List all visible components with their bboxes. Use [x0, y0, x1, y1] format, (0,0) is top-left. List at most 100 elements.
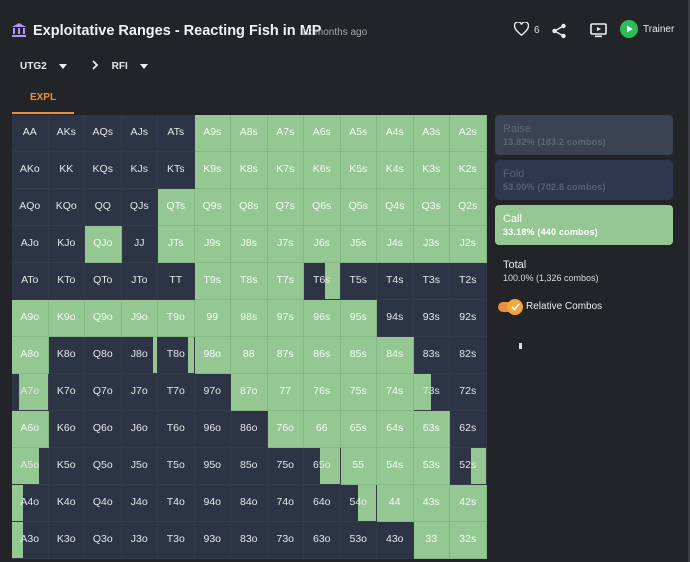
- hand-cell[interactable]: 87o: [231, 374, 268, 411]
- hand-cell[interactable]: A7o: [12, 374, 49, 411]
- hand-cell[interactable]: 65s: [340, 411, 377, 448]
- position-dropdown-first[interactable]: UTG2: [20, 61, 67, 72]
- hand-cell[interactable]: K6o: [48, 411, 85, 448]
- hand-cell[interactable]: J5o: [121, 448, 158, 485]
- hand-cell[interactable]: J9o: [121, 300, 158, 337]
- hand-cell[interactable]: 55: [340, 448, 377, 485]
- hand-cell[interactable]: 33: [413, 522, 450, 559]
- hand-cell[interactable]: 76o: [267, 411, 304, 448]
- hand-cell[interactable]: ATs: [158, 115, 195, 152]
- hand-cell[interactable]: AKo: [12, 152, 49, 189]
- hand-cell[interactable]: 65o: [304, 448, 341, 485]
- raise-action[interactable]: Raise 13.82% (183.2 combos): [495, 115, 673, 155]
- hand-cell[interactable]: T9s: [194, 263, 231, 300]
- hand-cell[interactable]: J4s: [377, 226, 414, 263]
- hand-cell[interactable]: QTo: [85, 263, 122, 300]
- relative-combos-toggle[interactable]: [498, 298, 523, 315]
- hand-cell[interactable]: Q9o: [85, 300, 122, 337]
- hand-cell[interactable]: 73s: [413, 374, 450, 411]
- hand-cell[interactable]: T8s: [231, 263, 268, 300]
- hand-cell[interactable]: 93s: [413, 300, 450, 337]
- hand-cell[interactable]: T5o: [158, 448, 195, 485]
- hand-cell[interactable]: 43s: [413, 485, 450, 522]
- hand-cell[interactable]: K8s: [231, 152, 268, 189]
- hand-cell[interactable]: QTs: [158, 189, 195, 226]
- hand-cell[interactable]: 72s: [450, 374, 487, 411]
- hand-cell[interactable]: 99: [194, 300, 231, 337]
- hand-cell[interactable]: QQ: [85, 189, 122, 226]
- share-button[interactable]: [551, 23, 567, 44]
- hand-cell[interactable]: Q9s: [194, 189, 231, 226]
- hand-cell[interactable]: K5o: [48, 448, 85, 485]
- hand-cell[interactable]: KQo: [48, 189, 85, 226]
- hand-cell[interactable]: KJs: [121, 152, 158, 189]
- hand-cell[interactable]: T7o: [158, 374, 195, 411]
- hand-cell[interactable]: A9s: [194, 115, 231, 152]
- hand-cell[interactable]: 88: [231, 337, 268, 374]
- hand-cell[interactable]: Q4s: [377, 189, 414, 226]
- hand-cell[interactable]: J8o: [121, 337, 158, 374]
- hand-cell[interactable]: K4s: [377, 152, 414, 189]
- hand-cell[interactable]: K4o: [48, 485, 85, 522]
- hand-cell[interactable]: AKs: [48, 115, 85, 152]
- fold-action[interactable]: Fold 53.00% (702.8 combos): [495, 160, 673, 200]
- hand-cell[interactable]: 97s: [267, 300, 304, 337]
- hand-cell[interactable]: 84o: [231, 485, 268, 522]
- hand-cell[interactable]: QJs: [121, 189, 158, 226]
- hand-cell[interactable]: 73o: [267, 522, 304, 559]
- hand-cell[interactable]: K5s: [340, 152, 377, 189]
- hand-cell[interactable]: 75s: [340, 374, 377, 411]
- hand-cell[interactable]: KK: [48, 152, 85, 189]
- hand-cell[interactable]: 96s: [304, 300, 341, 337]
- hand-cell[interactable]: 53o: [340, 522, 377, 559]
- hand-cell[interactable]: 74o: [267, 485, 304, 522]
- hand-cell[interactable]: A8s: [231, 115, 268, 152]
- hand-cell[interactable]: A3o: [12, 522, 49, 559]
- hand-cell[interactable]: TT: [158, 263, 195, 300]
- trainer-button[interactable]: Trainer: [620, 20, 674, 38]
- hand-cell[interactable]: K3s: [413, 152, 450, 189]
- hand-cell[interactable]: A3s: [413, 115, 450, 152]
- hand-cell[interactable]: 74s: [377, 374, 414, 411]
- hand-cell[interactable]: KTo: [48, 263, 85, 300]
- hand-cell[interactable]: 87s: [267, 337, 304, 374]
- hand-cell[interactable]: 53s: [413, 448, 450, 485]
- hand-cell[interactable]: 93o: [194, 522, 231, 559]
- hand-cell[interactable]: 54o: [340, 485, 377, 522]
- hand-cell[interactable]: T5s: [340, 263, 377, 300]
- hand-cell[interactable]: A5s: [340, 115, 377, 152]
- call-action[interactable]: Call 33.18% (440 combos): [495, 205, 673, 245]
- hand-cell[interactable]: 42s: [450, 485, 487, 522]
- hand-cell[interactable]: 62s: [450, 411, 487, 448]
- hand-cell[interactable]: Q6s: [304, 189, 341, 226]
- hand-cell[interactable]: Q7s: [267, 189, 304, 226]
- hand-cell[interactable]: J2s: [450, 226, 487, 263]
- hand-cell[interactable]: K9o: [48, 300, 85, 337]
- hand-cell[interactable]: A7s: [267, 115, 304, 152]
- hand-cell[interactable]: 64o: [304, 485, 341, 522]
- hand-cell[interactable]: AJo: [12, 226, 49, 263]
- hand-cell[interactable]: T3s: [413, 263, 450, 300]
- hand-cell[interactable]: Q2s: [450, 189, 487, 226]
- hand-cell[interactable]: Q4o: [85, 485, 122, 522]
- hand-cell[interactable]: J6s: [304, 226, 341, 263]
- hand-cell[interactable]: T3o: [158, 522, 195, 559]
- position-dropdown-second[interactable]: RFI: [112, 61, 148, 72]
- hand-cell[interactable]: 95s: [340, 300, 377, 337]
- hand-cell[interactable]: A5o: [12, 448, 49, 485]
- hand-cell[interactable]: 64s: [377, 411, 414, 448]
- hand-cell[interactable]: 86s: [304, 337, 341, 374]
- hand-cell[interactable]: J7s: [267, 226, 304, 263]
- hand-cell[interactable]: KTs: [158, 152, 195, 189]
- hand-cell[interactable]: 75o: [267, 448, 304, 485]
- hand-cell[interactable]: 83s: [413, 337, 450, 374]
- hand-cell[interactable]: Q6o: [85, 411, 122, 448]
- hand-cell[interactable]: T6s: [304, 263, 341, 300]
- hand-cell[interactable]: KQs: [85, 152, 122, 189]
- hand-cell[interactable]: 32s: [450, 522, 487, 559]
- video-button[interactable]: [590, 23, 607, 43]
- hand-cell[interactable]: T8o: [158, 337, 195, 374]
- hand-cell[interactable]: JJ: [121, 226, 158, 263]
- hand-cell[interactable]: 66: [304, 411, 341, 448]
- tab-expl[interactable]: EXPL: [12, 88, 74, 114]
